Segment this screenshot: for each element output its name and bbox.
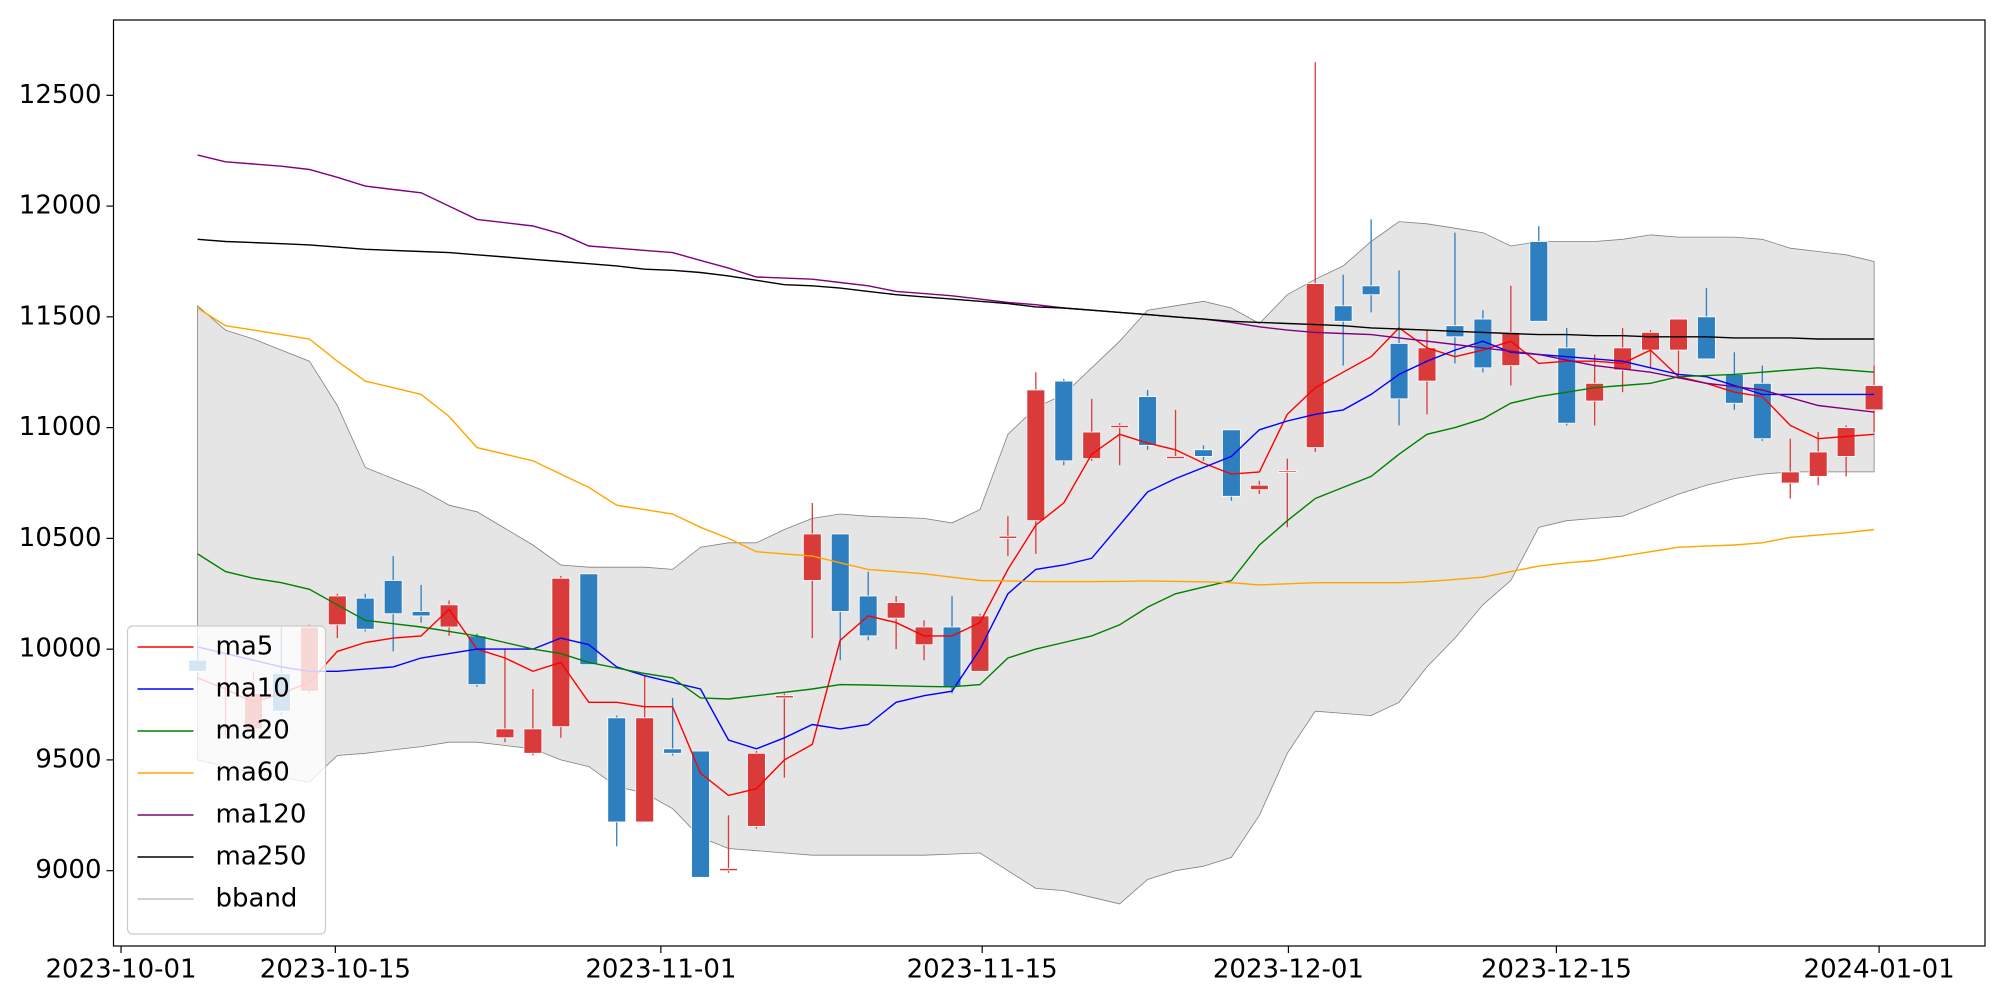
candle-body [1529,241,1549,322]
ma-line [197,367,1875,700]
legend-label: ma120 [216,800,307,830]
candle-body [1166,456,1185,460]
candle-body [719,868,738,872]
legend-label: ma250 [216,842,307,872]
x-tick-label: 2023-11-01 [585,955,736,985]
candle-body [1501,331,1521,366]
candle-body [802,533,822,581]
candle-body [1780,471,1800,484]
ma-line [197,154,1875,413]
candle-body [1697,316,1716,360]
candle-body [495,728,515,739]
candle-body [439,604,459,628]
x-tick-label: 2023-11-15 [907,955,1058,985]
y-tick-label: 12500 [19,80,102,110]
candle-body [467,635,487,685]
candle-body [1808,451,1828,477]
candle-body [1250,484,1269,491]
legend-label: bband [216,884,298,914]
x-tick-label: 2023-10-01 [45,955,196,985]
y-tick-label: 10500 [19,523,102,553]
candle-body [579,573,599,666]
candle-body [1613,347,1632,371]
legend-label: ma60 [216,758,290,788]
legend-label: ma10 [216,674,290,704]
y-tick-label: 12000 [19,191,102,221]
x-tick-label: 2023-12-15 [1481,955,1632,985]
legend-label: ma5 [216,632,274,662]
candle-body [411,611,431,617]
ma-line [197,307,1875,586]
candle-body [1836,427,1856,457]
candle-body [747,752,766,827]
candle-body [1305,283,1325,448]
y-tick-label: 10000 [19,634,102,664]
candle-body [383,580,403,615]
candle-body [1110,425,1130,429]
candle-body [1082,431,1102,460]
y-tick-label: 9500 [35,744,101,774]
ma-line [197,238,1875,340]
candle-body [691,750,710,878]
candle-body [1054,380,1074,462]
candle-body [1026,389,1046,522]
candle-body [1557,347,1577,424]
candle-body [970,615,990,672]
legend: ma5 ma10 ma20 ma60 ma120 ma250 bband [126,625,327,935]
candle-body [886,602,906,619]
candle-body [1277,470,1297,473]
ma-line [197,340,1875,750]
x-tick-label: 2023-10-15 [260,955,411,985]
candle-body [1585,382,1605,402]
candle-body [663,748,682,754]
candle-body [1333,305,1353,322]
x-tick-label: 2024-01-01 [1804,955,1955,985]
candle-body [1222,429,1241,497]
candle-body [1641,331,1660,351]
candle-body [327,595,347,626]
candle-body [1669,318,1688,351]
candle-body [1725,374,1744,404]
candle-body [1864,385,1884,411]
axes: 9000 9500 10000 10500 11000 11500 12000 12500 20… [19,80,1955,985]
candle-body [830,533,850,612]
y-tick-label: 11000 [19,412,102,442]
x-tick-label: 2023-12-01 [1213,955,1364,985]
axes-frame [112,19,1986,947]
candle-body [523,728,543,754]
candle-body [998,535,1018,539]
candle-body [607,717,627,823]
y-tick-label: 9000 [35,855,101,885]
candle-body [775,695,794,699]
candle-body [635,717,655,823]
candle-body [1194,449,1213,457]
legend-label: ma20 [216,716,290,746]
candle-body [1361,285,1381,296]
candle-body [1389,343,1409,400]
candle-body [355,597,375,630]
candle-body [1138,396,1157,446]
candle-body [1752,382,1772,440]
y-tick-label: 11500 [19,301,102,331]
